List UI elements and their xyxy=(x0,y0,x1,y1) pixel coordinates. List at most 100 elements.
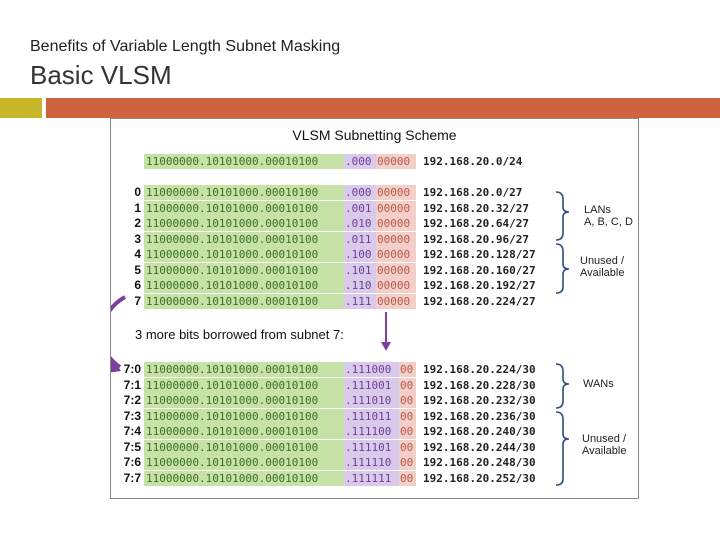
curved-arrow-icon xyxy=(111,295,127,369)
network-address: 192.168.20.160/27 xyxy=(423,263,536,277)
network-bits: 11000000.10101000.00010100 xyxy=(144,293,344,309)
subnet-bits: .011 xyxy=(344,231,376,247)
network-address: 192.168.20.0/27 xyxy=(423,186,523,199)
network-bits: 11000000.10101000.00010100 xyxy=(144,439,344,455)
row-label: 2 xyxy=(134,216,141,230)
subnet-bits: .100 xyxy=(344,247,376,262)
network-bits: 11000000.10101000.00010100 xyxy=(144,231,344,247)
network-bits: 11000000.10101000.00010100 xyxy=(144,393,344,408)
sub-subnet-row: 7:6 11000000.10101000.00010100.111110 00 19… xyxy=(111,455,551,470)
slide-subtitle: Benefits of Variable Length Subnet Maski… xyxy=(30,38,341,55)
brace-wans-icon xyxy=(555,363,570,409)
group-label-unused-top: Unused / Available xyxy=(580,255,625,279)
network-address: 192.168.20.240/30 xyxy=(423,425,536,438)
subnet-bits: .111010 xyxy=(344,393,399,408)
host-bits: 00 xyxy=(399,455,416,470)
network-bits: 11000000.10101000.00010100 xyxy=(144,408,344,424)
annotation-graphics xyxy=(111,191,570,486)
network-bits: 11000000.10101000.00010100 xyxy=(144,455,344,470)
subnet-row: 5 11000000.10101000.00010100.101 00000 192.… xyxy=(111,262,551,278)
accent-bar-left xyxy=(0,98,42,118)
sub-subnet-row: 7:4 11000000.10101000.00010100.111100 00 19… xyxy=(111,424,551,439)
slide-title: Basic VLSM xyxy=(30,60,172,90)
network-address: 192.168.20.64/27 xyxy=(423,217,529,230)
row-label: 7:1 xyxy=(123,377,141,392)
subnet-bits: .010 xyxy=(344,216,376,231)
vlsm-figure: VLSM Subnetting Scheme 11000000.10101000… xyxy=(110,118,639,499)
row-label: 1 xyxy=(134,200,141,215)
subnet-row: 0 11000000.10101000.00010100.000 00000 192.… xyxy=(111,185,551,200)
sub-subnet-row: 7:3 11000000.10101000.00010100.111011 00 19… xyxy=(111,408,551,424)
network-bits: 11000000.10101000.00010100 xyxy=(144,200,344,216)
network-address: 192.168.20.228/30 xyxy=(423,378,536,392)
subnet-bits: .111101 xyxy=(344,439,399,455)
subnet-row: 3 11000000.10101000.00010100.011 00000 192.… xyxy=(111,231,551,247)
subnet-bits: .111111 xyxy=(344,470,399,486)
accent-bar-right xyxy=(46,98,720,118)
subnet-row: 6 11000000.10101000.00010100.110 00000 192.… xyxy=(111,278,551,293)
sub-subnet-row: 7:7 11000000.10101000.00010100.111111 00 19… xyxy=(111,470,551,486)
network-bits: 11000000.10101000.00010100 xyxy=(144,377,344,393)
figure-title: VLSM Subnetting Scheme xyxy=(292,127,457,143)
brace-unused-bottom-icon xyxy=(555,411,570,486)
subnet-bits: .000 xyxy=(344,154,376,169)
row-label: 6 xyxy=(134,278,141,292)
row-label: 0 xyxy=(134,185,141,199)
sub-subnet-row: 7:2 11000000.10101000.00010100.111010 00 19… xyxy=(111,393,551,408)
subnet-bits: .000 xyxy=(344,185,376,200)
group-label-wans: WANs xyxy=(583,378,614,390)
group-label-unused-bottom: Unused / Available xyxy=(582,433,627,457)
host-bits: 00000 xyxy=(376,185,416,200)
host-bits: 00000 xyxy=(376,154,416,169)
network-bits: 11000000.10101000.00010100 xyxy=(144,278,344,293)
host-bits: 00 xyxy=(399,377,416,393)
row-label: 7:2 xyxy=(123,393,141,407)
host-bits: 00 xyxy=(399,439,416,455)
base-network-row: 11000000.10101000.00010100.000 00000 192.1… xyxy=(111,154,551,169)
borrow-text: 3 more bits borrowed from subnet 7: xyxy=(135,327,344,342)
subnet-bits: .111 xyxy=(344,293,376,309)
host-bits: 00000 xyxy=(376,216,416,231)
curved-arrow-head-icon xyxy=(111,357,121,373)
row-label: 7:0 xyxy=(123,362,141,376)
network-bits: 11000000.10101000.00010100 xyxy=(144,247,344,262)
host-bits: 00 xyxy=(399,470,416,486)
network-address: 192.168.20.248/30 xyxy=(423,456,536,469)
row-label: 7:6 xyxy=(123,455,141,469)
network-bits: 11000000.10101000.00010100 xyxy=(144,216,344,231)
network-bits: 11000000.10101000.00010100 xyxy=(144,262,344,278)
network-address: 192.168.20.224/30 xyxy=(423,363,536,376)
group-label-lans: LANs A, B, C, D xyxy=(584,204,633,228)
subnet-row: 1 11000000.10101000.00010100.001 00000 192.… xyxy=(111,200,551,216)
network-address: 192.168.20.192/27 xyxy=(423,279,536,292)
network-bits: 11000000.10101000.00010100 xyxy=(144,154,344,169)
subnet-bits: .101 xyxy=(344,262,376,278)
host-bits: 00000 xyxy=(376,247,416,262)
network-bits: 11000000.10101000.00010100 xyxy=(144,362,344,377)
network-address: 192.168.20.224/27 xyxy=(423,294,536,308)
host-bits: 00000 xyxy=(376,262,416,278)
network-bits: 11000000.10101000.00010100 xyxy=(144,424,344,439)
row-label: 7:4 xyxy=(123,424,141,438)
subnet-bits: .111001 xyxy=(344,377,399,393)
subnet-row: 2 11000000.10101000.00010100.010 00000 192.… xyxy=(111,216,551,231)
sub-subnet-row: 7:1 11000000.10101000.00010100.111001 00 19… xyxy=(111,377,551,393)
subnet-bits: .111110 xyxy=(344,455,399,470)
host-bits: 00000 xyxy=(376,231,416,247)
network-address: 192.168.20.96/27 xyxy=(423,232,529,246)
host-bits: 00 xyxy=(399,362,416,377)
network-address: 192.168.20.236/30 xyxy=(423,409,536,423)
subnet-row: 7 11000000.10101000.00010100.111 00000 192.… xyxy=(111,293,551,309)
subnet-bits: .110 xyxy=(344,278,376,293)
subnet-bits: .001 xyxy=(344,200,376,216)
row-label: 5 xyxy=(134,262,141,277)
host-bits: 00 xyxy=(399,393,416,408)
network-bits: 11000000.10101000.00010100 xyxy=(144,470,344,486)
subnet-row: 4 11000000.10101000.00010100.100 00000 192.… xyxy=(111,247,551,262)
brace-unused-top-icon xyxy=(555,243,570,294)
brace-lans-icon xyxy=(555,191,570,241)
row-label: 3 xyxy=(134,231,141,246)
network-address: 192.168.20.244/30 xyxy=(423,440,536,454)
host-bits: 00 xyxy=(399,408,416,424)
host-bits: 00000 xyxy=(376,200,416,216)
